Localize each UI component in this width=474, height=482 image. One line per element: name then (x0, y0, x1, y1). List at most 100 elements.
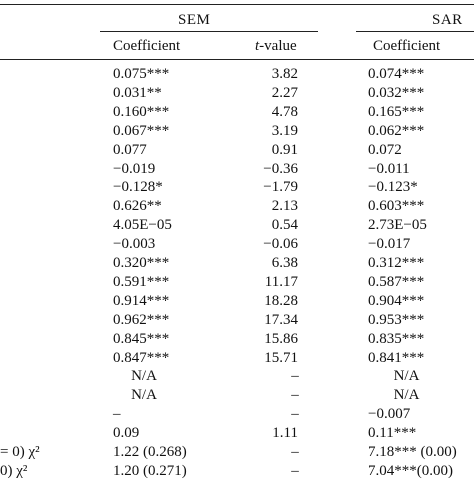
sar-coefficient-cell: N/A (393, 387, 420, 404)
sar-coefficient-cell: 0.835*** (368, 330, 425, 347)
table-row: −0.019 −0.36 −0.011 (0, 161, 474, 180)
sem-t-value-cell: −0.06 (263, 236, 298, 253)
sem-t-value-cell: – (291, 368, 299, 385)
sem-coefficient-cell: 0.320*** (113, 255, 170, 271)
table-row: 0.847*** 15.71 0.841*** (0, 350, 474, 369)
row-label: = 0) χ² (0, 444, 40, 460)
t-value-suffix: -value (259, 38, 297, 54)
table-row: 0.09 1.11 0.11*** (0, 425, 474, 444)
sar-coefficient-cell: −0.123* (368, 179, 418, 196)
group-header-sar: SAR (432, 12, 463, 28)
sem-coefficient-cell: 4.05E−05 (113, 217, 172, 234)
header-bottom-rule (0, 59, 474, 60)
table-row: 0.626** 2.13 0.603*** (0, 198, 474, 217)
sem-coefficient-cell: 1.22 (0.268) (113, 444, 187, 460)
sar-coefficient-cell: 0.032*** (368, 84, 425, 101)
sem-coefficient-cell: 0.847*** (113, 349, 170, 366)
column-header-sar-coefficient: Coefficient (373, 38, 441, 54)
sar-spanner-rule (356, 31, 474, 32)
table-row: 0) χ² 1.20 (0.271) – 7.04***(0.00) (0, 463, 474, 482)
sem-t-value-cell: 17.34 (264, 311, 298, 328)
sar-coefficient-cell: 0.072 (368, 141, 402, 158)
table-row: 0.320*** 6.38 0.312*** (0, 255, 474, 274)
sem-t-value-cell: 1.11 (272, 425, 298, 442)
sar-coefficient-cell: 2.73E−05 (368, 217, 427, 234)
table-row: N/A – N/A (0, 368, 474, 387)
sem-coefficient-cell: 0.160*** (113, 103, 170, 120)
sem-coefficient-cell: 0.914*** (113, 292, 170, 309)
sar-coefficient-cell: 7.18*** (0.00) (368, 444, 457, 460)
sar-coefficient-cell: N/A (393, 368, 420, 385)
table-row: −0.003 −0.06 −0.017 (0, 236, 474, 255)
sem-coefficient-cell: 0.591*** (113, 273, 170, 290)
table-row: 0.067*** 3.19 0.062*** (0, 123, 474, 142)
table-row: – – −0.007 (0, 406, 474, 425)
table-row: 0.962*** 17.34 0.953*** (0, 312, 474, 331)
column-header-sem-coefficient: Coefficient (113, 38, 181, 54)
sem-coefficient-cell: 0.077 (113, 141, 147, 158)
sar-coefficient-cell: 0.062*** (368, 122, 425, 139)
sem-t-value-cell: 2.13 (271, 198, 298, 215)
table-row: 0.914*** 18.28 0.904*** (0, 293, 474, 312)
sem-coefficient-cell: 0.067*** (113, 122, 170, 139)
sem-coefficient-cell: −0.003 (113, 236, 156, 253)
sar-coefficient-cell: −0.017 (368, 236, 411, 253)
row-label: 0) χ² (0, 462, 28, 479)
sar-coefficient-cell: 0.312*** (368, 255, 425, 271)
sem-coefficient-cell: N/A (131, 368, 157, 385)
sem-t-value-cell: 2.27 (271, 84, 298, 101)
sem-t-value-cell: −1.79 (263, 179, 298, 196)
sem-coefficient-cell: – (113, 406, 121, 423)
sem-coefficient-cell: N/A (131, 387, 157, 404)
sem-t-value-cell: 4.78 (271, 103, 298, 120)
table-row: −0.128* −1.79 −0.123* (0, 179, 474, 198)
sar-coefficient-cell: 0.074*** (368, 66, 425, 82)
t-italic: t (255, 38, 260, 54)
table-row: 0.591*** 11.17 0.587*** (0, 274, 474, 293)
sem-coefficient-cell: −0.019 (113, 160, 156, 177)
table-row: 4.05E−05 0.54 2.73E−05 (0, 217, 474, 236)
sem-coefficient-cell: −0.128* (113, 179, 163, 196)
sem-spanner-rule (100, 31, 318, 32)
table-row: 0.075*** 3.82 0.074*** (0, 66, 474, 85)
column-header-sem-t-value: t-value (255, 38, 297, 55)
sem-coefficient-cell: 0.09 (113, 425, 140, 442)
sem-coefficient-cell: 0.075*** (113, 66, 170, 82)
sar-coefficient-cell: 0.11*** (368, 425, 417, 442)
sem-coefficient-cell: 1.20 (0.271) (113, 462, 187, 479)
sem-t-value-cell: – (291, 462, 299, 479)
sem-t-value-cell: 6.38 (271, 255, 298, 271)
sar-coefficient-cell: 0.603*** (368, 198, 425, 215)
table-top-rule (0, 4, 474, 5)
table-row: N/A – N/A (0, 387, 474, 406)
sem-t-value-cell: – (291, 406, 299, 423)
sem-t-value-cell: 15.71 (264, 349, 298, 366)
table-row: = 0) χ² 1.22 (0.268) – 7.18*** (0.00) (0, 444, 474, 463)
sem-t-value-cell: – (291, 444, 299, 460)
sem-coefficient-cell: 0.845*** (113, 330, 170, 347)
sar-coefficient-cell: 0.953*** (368, 311, 425, 328)
sem-t-value-cell: 3.82 (271, 66, 298, 82)
sem-t-value-cell: 0.91 (271, 141, 298, 158)
sar-coefficient-cell: 0.904*** (368, 292, 425, 309)
sem-t-value-cell: 11.17 (264, 273, 298, 290)
sar-coefficient-cell: 0.165*** (368, 103, 425, 120)
sem-coefficient-cell: 0.962*** (113, 311, 170, 328)
sar-coefficient-cell: −0.011 (368, 160, 410, 177)
sem-t-value-cell: 18.28 (264, 292, 298, 309)
table-row: 0.160*** 4.78 0.165*** (0, 104, 474, 123)
sem-t-value-cell: – (291, 387, 299, 404)
sem-t-value-cell: −0.36 (263, 160, 298, 177)
sar-coefficient-cell: 7.04***(0.00) (368, 462, 453, 479)
table-row: 0.845*** 15.86 0.835*** (0, 331, 474, 350)
sem-coefficient-cell: 0.626** (113, 198, 162, 215)
table-row: 0.077 0.91 0.072 (0, 142, 474, 161)
sem-t-value-cell: 3.19 (271, 122, 298, 139)
sar-coefficient-cell: 0.841*** (368, 349, 425, 366)
sem-coefficient-cell: 0.031** (113, 84, 162, 101)
table-row: 0.031** 2.27 0.032*** (0, 85, 474, 104)
sar-coefficient-cell: 0.587*** (368, 273, 425, 290)
sar-coefficient-cell: −0.007 (368, 406, 411, 423)
sem-t-value-cell: 0.54 (271, 217, 298, 234)
group-header-sem: SEM (178, 12, 211, 28)
